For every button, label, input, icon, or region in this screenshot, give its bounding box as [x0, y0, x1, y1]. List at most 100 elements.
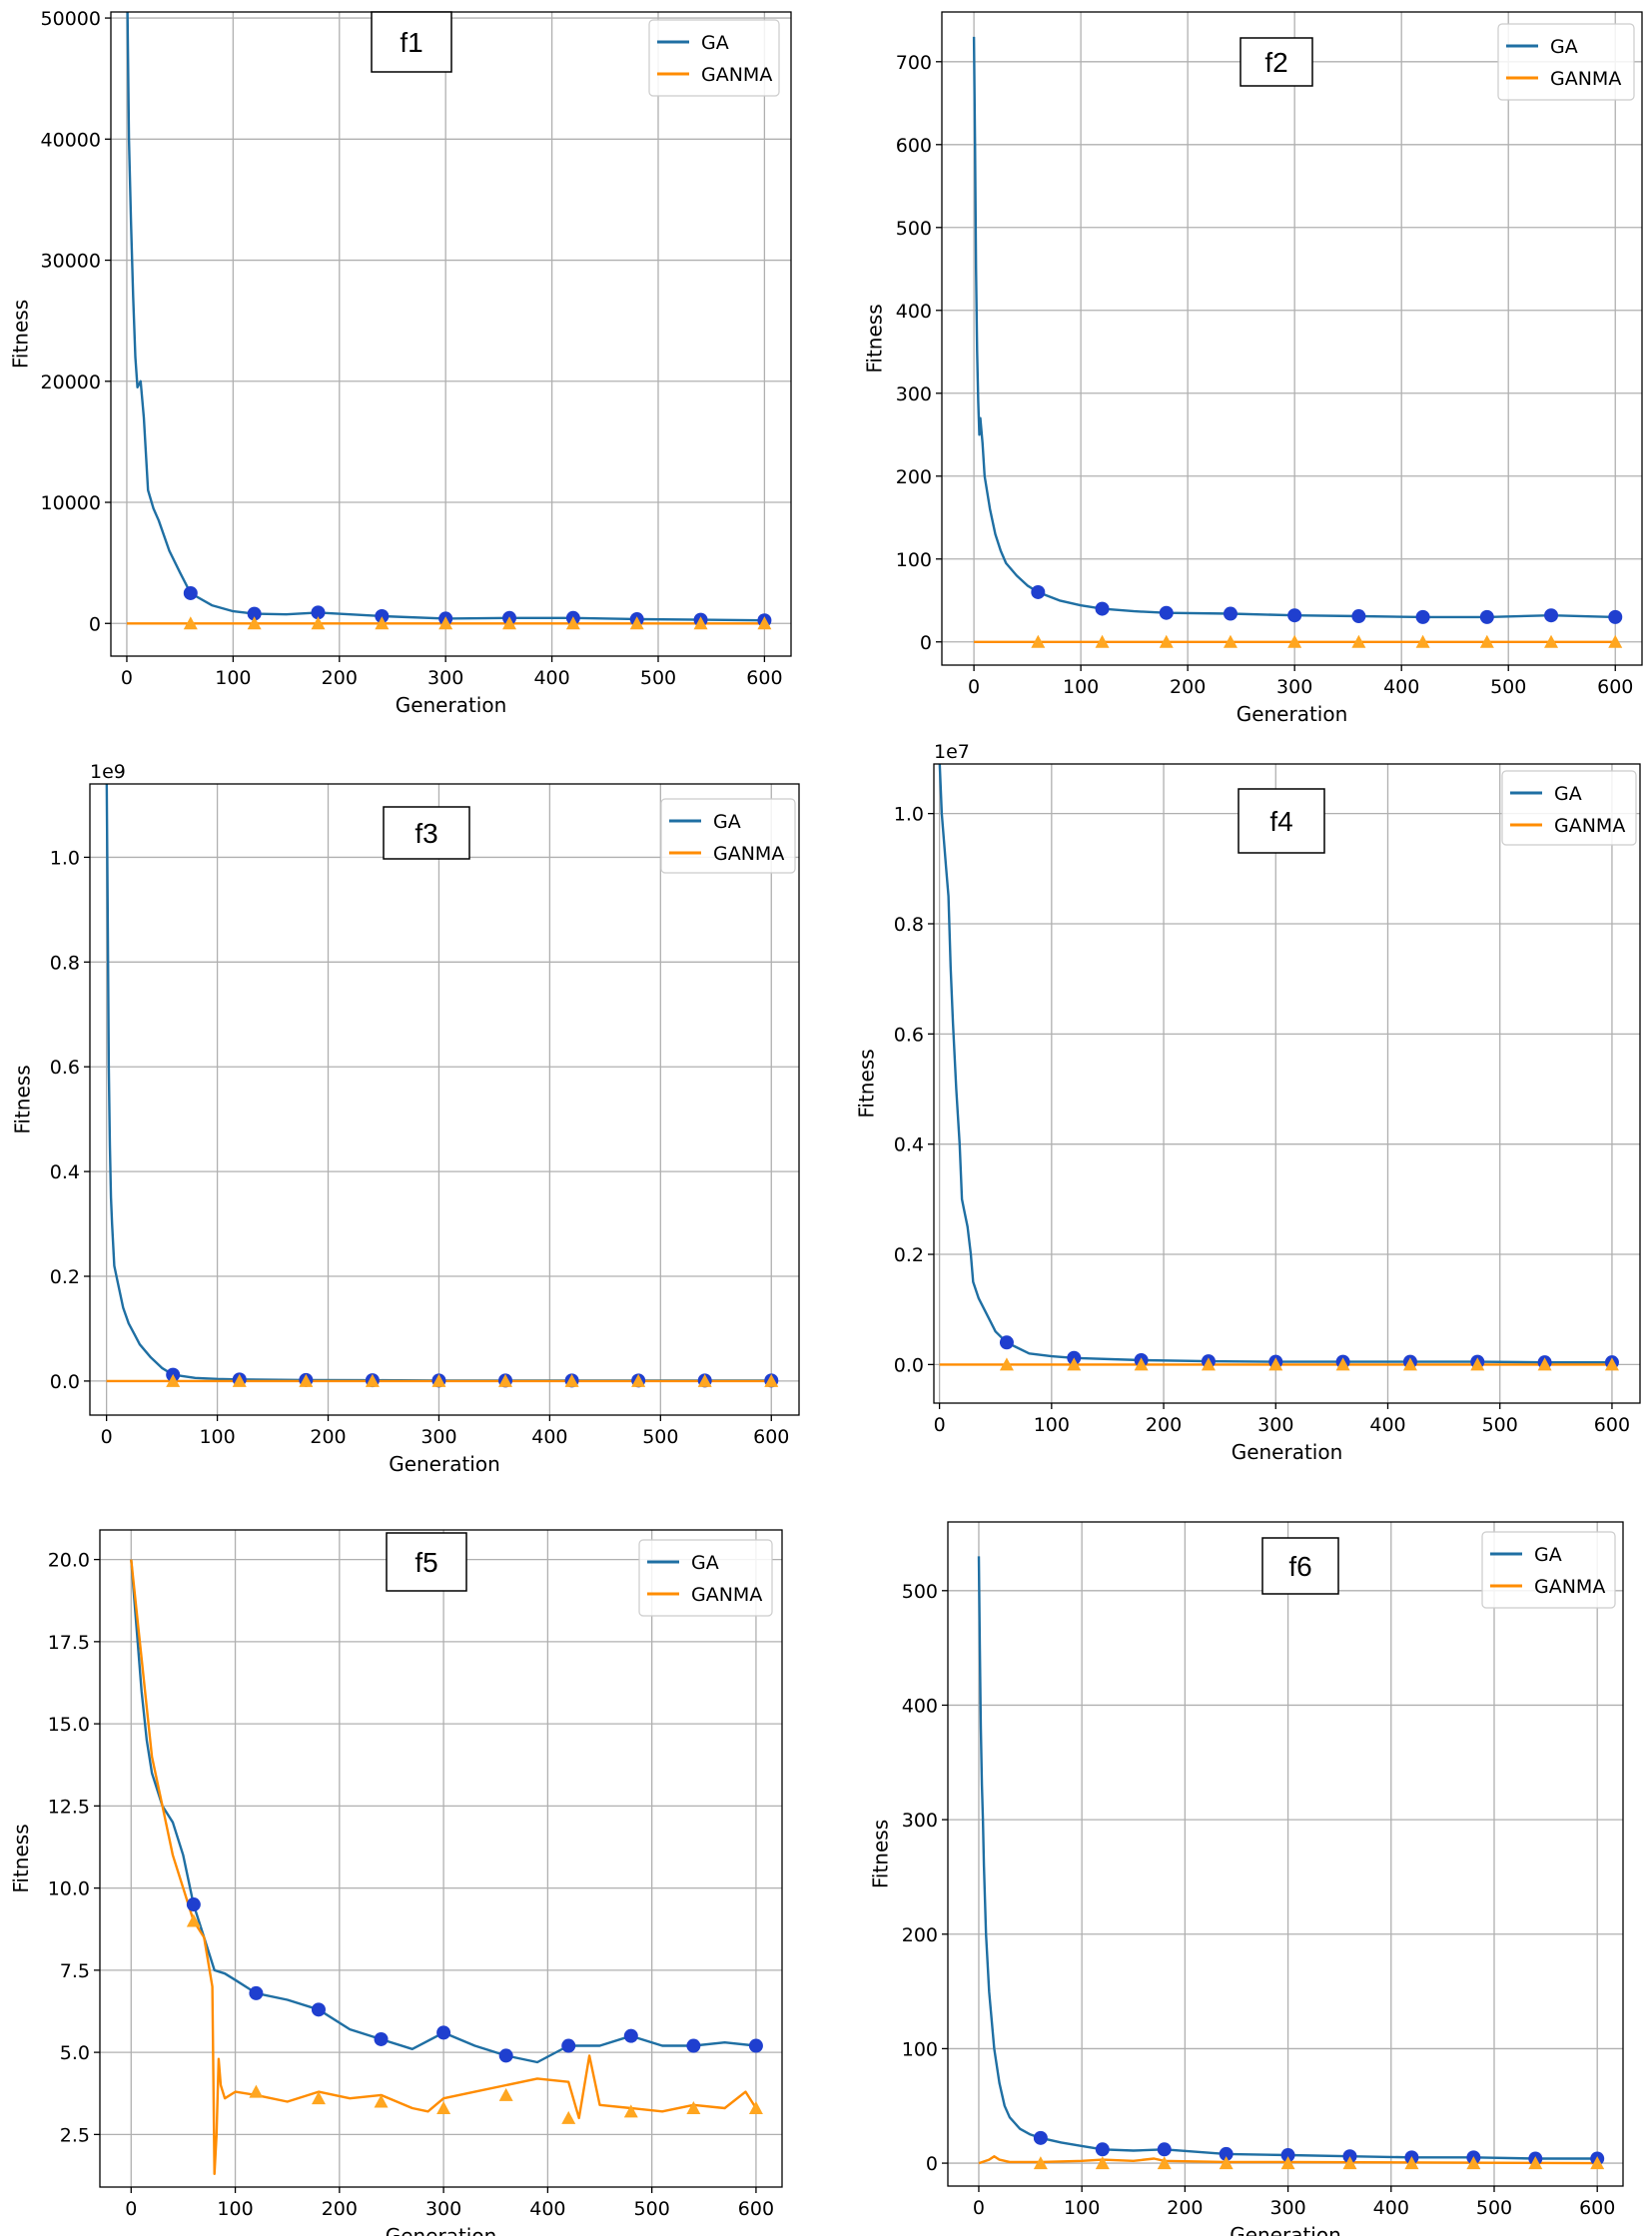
chart-title: f5 [414, 1547, 437, 1578]
x-tick-label: 0 [934, 1414, 946, 1436]
legend-label-ga: GA [1534, 1544, 1562, 1566]
ganma-marker [232, 1373, 247, 1387]
ganma-marker [1067, 1357, 1082, 1371]
y-tick-label: 5.0 [60, 2042, 90, 2064]
ga-marker [1223, 606, 1238, 621]
ganma-marker [1402, 1357, 1417, 1371]
plot-area [972, 36, 1623, 648]
x-axis-label: Generation [396, 693, 507, 717]
ganma-marker [697, 1373, 712, 1387]
y-tick-label: 0.2 [50, 1266, 80, 1288]
chart-title-box [1239, 37, 1313, 87]
y-tick-label: 500 [902, 1581, 938, 1603]
plot-area [938, 764, 1619, 1371]
ga-marker [686, 2038, 701, 2053]
x-tick-label: 200 [1170, 676, 1206, 698]
ganma-marker [1033, 2156, 1048, 2170]
ga-marker [748, 2038, 763, 2053]
ga-marker [1415, 609, 1430, 624]
ga-marker [999, 1335, 1014, 1350]
y-tick-label: 0.6 [50, 1057, 80, 1079]
legend-label-ga: GA [691, 1552, 719, 1574]
ganma-marker [1201, 1357, 1216, 1371]
y-tick-label: 10000 [41, 492, 101, 514]
chart-panel-2: 0 100 200 300 400 500 600 0 100 200 300 400 500 600 70… [863, 11, 1643, 726]
plot-frame [933, 763, 1641, 1404]
ga-marker [1095, 2142, 1110, 2157]
y-tick-label: 1.0 [50, 847, 80, 869]
y-tick-label: 0.8 [50, 952, 80, 974]
x-tick-label: 600 [1579, 2197, 1615, 2219]
ga-marker [311, 2002, 326, 2017]
y-tick-label: 300 [896, 383, 932, 405]
chart-title: f3 [414, 818, 437, 849]
y-tick-label: 0.0 [50, 1371, 80, 1393]
series-line-ganma [978, 2154, 1598, 2165]
chart-panel-4: 0 100 200 300 400 500 600 0.0 0.2 0.4 0.6 0.8 1.0 Gen… [855, 741, 1641, 1464]
y-tick-label: 0 [920, 632, 932, 654]
chart-title-box [1261, 1537, 1339, 1595]
legend-box [638, 1539, 773, 1617]
y-tick-label: 50000 [41, 8, 101, 30]
y-tick-label: 0.4 [894, 1134, 924, 1156]
y-axis-label: Fitness [863, 304, 887, 373]
x-tick-label: 600 [753, 1426, 789, 1448]
ganma-marker [1280, 2156, 1295, 2170]
series-line-ga [126, 12, 765, 622]
x-tick-label: 300 [1257, 1414, 1293, 1436]
ganma-marker [249, 2084, 264, 2098]
legend-label-ganma: GANMA [1554, 815, 1625, 837]
y-tick-label: 0 [89, 613, 101, 635]
ga-marker [1479, 609, 1494, 624]
ga-marker [623, 2028, 638, 2043]
ga-marker [1544, 608, 1559, 623]
x-tick-label: 300 [427, 667, 463, 689]
x-tick-label: 0 [101, 1426, 113, 1448]
ga-marker [1287, 608, 1302, 623]
ganma-marker [186, 1913, 201, 1927]
ganma-marker [502, 616, 517, 630]
x-tick-label: 100 [1034, 1414, 1070, 1436]
ga-marker [1351, 609, 1366, 624]
chart-title-box [386, 1532, 467, 1592]
ganma-marker [629, 616, 644, 630]
x-tick-label: 0 [973, 2197, 985, 2219]
y-tick-label: 0.4 [50, 1161, 80, 1183]
y-tick-label: 1.0 [894, 804, 924, 826]
x-tick-label: 500 [1490, 676, 1526, 698]
y-tick-label: 0.8 [894, 914, 924, 936]
ganma-marker [757, 616, 772, 630]
y-axis-label: Fitness [869, 1820, 893, 1888]
y-axis-label: Fitness [9, 300, 33, 369]
x-tick-label: 400 [533, 667, 569, 689]
y-tick-label: 400 [902, 1695, 938, 1717]
y-tick-label: 10.0 [48, 1878, 90, 1900]
ga-marker [247, 606, 262, 621]
y-tick-label: 400 [896, 301, 932, 323]
ganma-marker [299, 1373, 314, 1387]
y-tick-label: 700 [896, 52, 932, 74]
x-tick-label: 400 [1369, 1414, 1405, 1436]
ga-marker [375, 608, 390, 623]
ga-marker [1280, 2148, 1295, 2163]
x-tick-label: 300 [1269, 2197, 1305, 2219]
ganma-marker [693, 616, 708, 630]
plot-area [105, 784, 779, 1388]
ganma-marker [565, 616, 580, 630]
ga-marker [498, 2048, 513, 2063]
axis-offset-text: 1e9 [90, 761, 126, 783]
ga-marker [374, 2031, 389, 2046]
ganma-marker [1537, 1357, 1552, 1371]
y-axis-label: Fitness [9, 1824, 33, 1892]
ga-marker [249, 1985, 264, 2000]
ganma-marker [631, 1373, 646, 1387]
ganma-marker [498, 2087, 513, 2101]
chart-title: f4 [1269, 806, 1292, 837]
chart-panel-3: 0 100 200 300 400 500 600 0.0 0.2 0.4 0.6 0.8 1.0 Gen… [11, 761, 800, 1476]
ganma-marker [247, 616, 262, 630]
legend-label-ga: GA [713, 811, 741, 833]
legend-box [648, 19, 780, 97]
y-tick-label: 600 [896, 135, 932, 157]
ganma-marker [1095, 2156, 1110, 2170]
